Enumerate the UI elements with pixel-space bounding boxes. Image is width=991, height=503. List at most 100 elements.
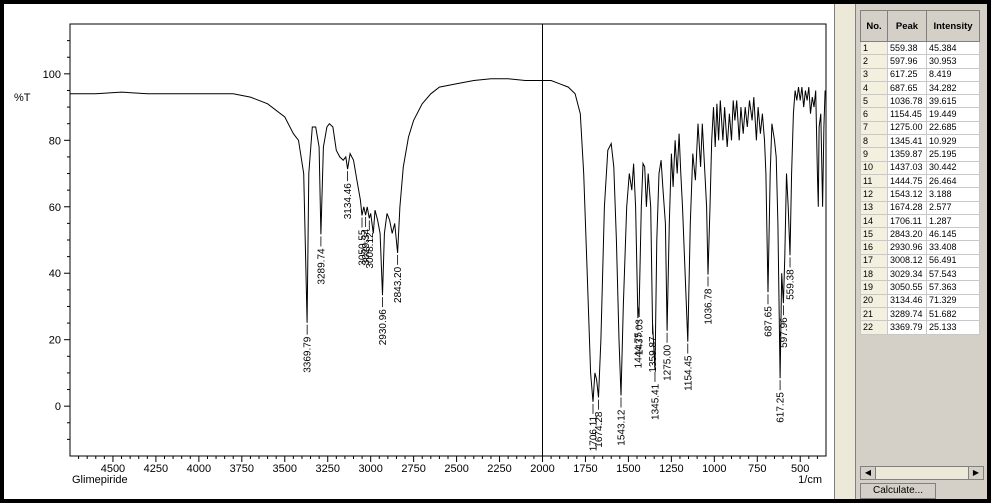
peak-table-cell-peak: 1444.75 xyxy=(887,173,927,189)
y-tick-label: 20 xyxy=(49,335,61,347)
y-tick-label: 0 xyxy=(55,401,61,413)
peak-table-cell-intensity: 22.685 xyxy=(926,120,980,136)
peak-table-row[interactable]: 2 597.96 30.953 xyxy=(860,54,980,69)
x-tick-label: 3250 xyxy=(315,463,339,475)
peak-label: 3029.34 xyxy=(361,229,372,266)
x-tick-label: 3000 xyxy=(358,463,382,475)
peak-table-cell-intensity: 71.329 xyxy=(926,293,980,308)
peak-table-panel: No. Peak Intensity 1 559.38 45.384 2 597.96 3… xyxy=(856,4,987,499)
peak-table-row[interactable]: 20 3134.46 71.329 xyxy=(860,293,980,308)
panel-splitter[interactable] xyxy=(834,4,856,499)
peak-table-cell-no: 17 xyxy=(860,253,888,269)
table-horizontal-scrollbar[interactable]: ◀ ▶ xyxy=(860,466,984,480)
peak-table-cell-peak: 2930.96 xyxy=(887,240,927,255)
peak-table-cell-intensity: 25.133 xyxy=(926,320,980,335)
x-tick-label: 2500 xyxy=(444,463,468,475)
scroll-right-arrow-icon[interactable]: ▶ xyxy=(968,467,983,479)
peak-table-cell-no: 18 xyxy=(860,267,888,282)
peak-table-cell-peak: 1359.87 xyxy=(887,147,927,162)
peak-table-cell-peak: 3289.74 xyxy=(887,306,927,322)
x-tick-label: 1250 xyxy=(659,463,683,475)
y-tick-label: 100 xyxy=(43,69,61,81)
peak-table-cell-peak: 3029.34 xyxy=(887,267,927,282)
peak-label: 2930.96 xyxy=(378,309,389,346)
sample-name-label: Glimepiride xyxy=(72,474,128,486)
peak-table-cell-intensity: 33.408 xyxy=(926,240,980,255)
peak-table-cell-intensity: 2.577 xyxy=(926,200,980,215)
peak-table-cell-no: 20 xyxy=(860,293,888,308)
peak-label: 1036.78 xyxy=(703,288,714,325)
peak-table-row[interactable]: 21 3289.74 51.682 xyxy=(860,306,980,322)
peak-table-row[interactable]: 10 1437.03 30.442 xyxy=(860,160,980,175)
y-axis-unit-label: %T xyxy=(14,92,31,104)
peak-table-cell-no: 9 xyxy=(860,147,888,162)
peak-label: 1444.75 xyxy=(633,332,644,369)
peak-table-row[interactable]: 9 1359.87 25.195 xyxy=(860,147,980,162)
peak-label: 1437.03 xyxy=(635,319,646,356)
peak-label: 2843.20 xyxy=(393,266,404,303)
peak-table-cell-peak: 1036.78 xyxy=(887,94,927,109)
peak-table-row[interactable]: 11 1444.75 26.464 xyxy=(860,173,980,189)
peak-table-cell-no: 15 xyxy=(860,227,888,242)
peak-table-row[interactable]: 14 1706.11 1.287 xyxy=(860,213,980,229)
peak-table-row[interactable]: 1 559.38 45.384 xyxy=(860,40,980,56)
peak-label: 1154.45 xyxy=(683,355,694,391)
peak-table-row[interactable]: 19 3050.55 57.363 xyxy=(860,280,980,295)
peak-table-cell-intensity: 10.929 xyxy=(926,134,980,149)
peak-table-row[interactable]: 12 1543.12 3.188 xyxy=(860,187,980,202)
peak-label: 3008.12 xyxy=(365,232,376,269)
peak-table-row[interactable]: 5 1036.78 39.615 xyxy=(860,94,980,109)
calculate-button[interactable]: Calculate... xyxy=(860,483,936,499)
peak-label: 1706.11 xyxy=(588,415,599,451)
peak-table-row[interactable]: 6 1154.45 19.449 xyxy=(860,107,980,122)
peak-table-row[interactable]: 3 617.25 8.419 xyxy=(860,67,980,82)
peak-table[interactable]: No. Peak Intensity 1 559.38 45.384 2 597.96 3… xyxy=(860,10,980,335)
peak-table-row[interactable]: 7 1275.00 22.685 xyxy=(860,120,980,136)
peak-table-cell-intensity: 19.449 xyxy=(926,107,980,122)
peak-table-cell-intensity: 57.363 xyxy=(926,280,980,295)
peak-table-cell-intensity: 56.491 xyxy=(926,253,980,269)
y-tick-label: 40 xyxy=(49,268,61,280)
peak-table-cell-intensity: 34.282 xyxy=(926,80,980,96)
peak-table-row[interactable]: 15 2843.20 46.145 xyxy=(860,227,980,242)
peak-table-row[interactable]: 22 3369.79 25.133 xyxy=(860,320,980,335)
peak-label: 559.38 xyxy=(786,269,797,300)
spectrum-plot-area[interactable]: 100 80 60 40 20 0 %T 4500 4250 4000 3750 3500 3250 30… xyxy=(4,4,834,499)
peak-table-row[interactable]: 13 1674.28 2.577 xyxy=(860,200,980,215)
x-tick-label: 4500 xyxy=(101,463,125,475)
peak-table-row[interactable]: 17 3008.12 56.491 xyxy=(860,253,980,269)
peak-table-cell-no: 6 xyxy=(860,107,888,122)
peak-table-cell-peak: 597.96 xyxy=(887,54,927,69)
peak-label: 617.25 xyxy=(776,392,787,423)
peak-table-cell-peak: 1543.12 xyxy=(887,187,927,202)
peak-table-cell-peak: 617.25 xyxy=(887,67,927,82)
peak-table-cell-intensity: 30.953 xyxy=(926,54,980,69)
peak-table-cell-no: 2 xyxy=(860,54,888,69)
peak-label: 597.96 xyxy=(779,317,790,348)
column-header-peak[interactable]: Peak xyxy=(887,10,927,42)
spectrum-chart[interactable]: 100 80 60 40 20 0 %T 4500 4250 4000 3750 3500 3250 30… xyxy=(4,4,834,499)
peak-table-cell-no: 8 xyxy=(860,134,888,149)
peak-table-cell-no: 1 xyxy=(860,40,888,56)
peak-table-cell-peak: 3050.55 xyxy=(887,280,927,295)
peak-table-cell-no: 12 xyxy=(860,187,888,202)
peak-table-row[interactable]: 8 1345.41 10.929 xyxy=(860,134,980,149)
y-tick-label: 80 xyxy=(49,135,61,147)
peak-table-cell-intensity: 39.615 xyxy=(926,94,980,109)
column-header-no[interactable]: No. xyxy=(860,10,888,42)
peak-table-cell-intensity: 25.195 xyxy=(926,147,980,162)
x-tick-label: 2250 xyxy=(487,463,511,475)
peak-table-cell-peak: 1345.41 xyxy=(887,134,927,149)
x-tick-label: 1750 xyxy=(573,463,597,475)
peak-table-row[interactable]: 18 3029.34 57.543 xyxy=(860,267,980,282)
peak-label: 1543.12 xyxy=(617,409,628,446)
peak-table-cell-intensity: 26.464 xyxy=(926,173,980,189)
peak-table-cell-intensity: 3.188 xyxy=(926,187,980,202)
column-header-intensity[interactable]: Intensity xyxy=(926,10,980,42)
scroll-left-arrow-icon[interactable]: ◀ xyxy=(861,467,876,479)
peak-table-cell-no: 4 xyxy=(860,80,888,96)
peak-table-row[interactable]: 16 2930.96 33.408 xyxy=(860,240,980,255)
y-tick-label: 60 xyxy=(49,202,61,214)
peak-label: 3289.74 xyxy=(316,248,327,285)
peak-table-row[interactable]: 4 687.65 34.282 xyxy=(860,80,980,96)
